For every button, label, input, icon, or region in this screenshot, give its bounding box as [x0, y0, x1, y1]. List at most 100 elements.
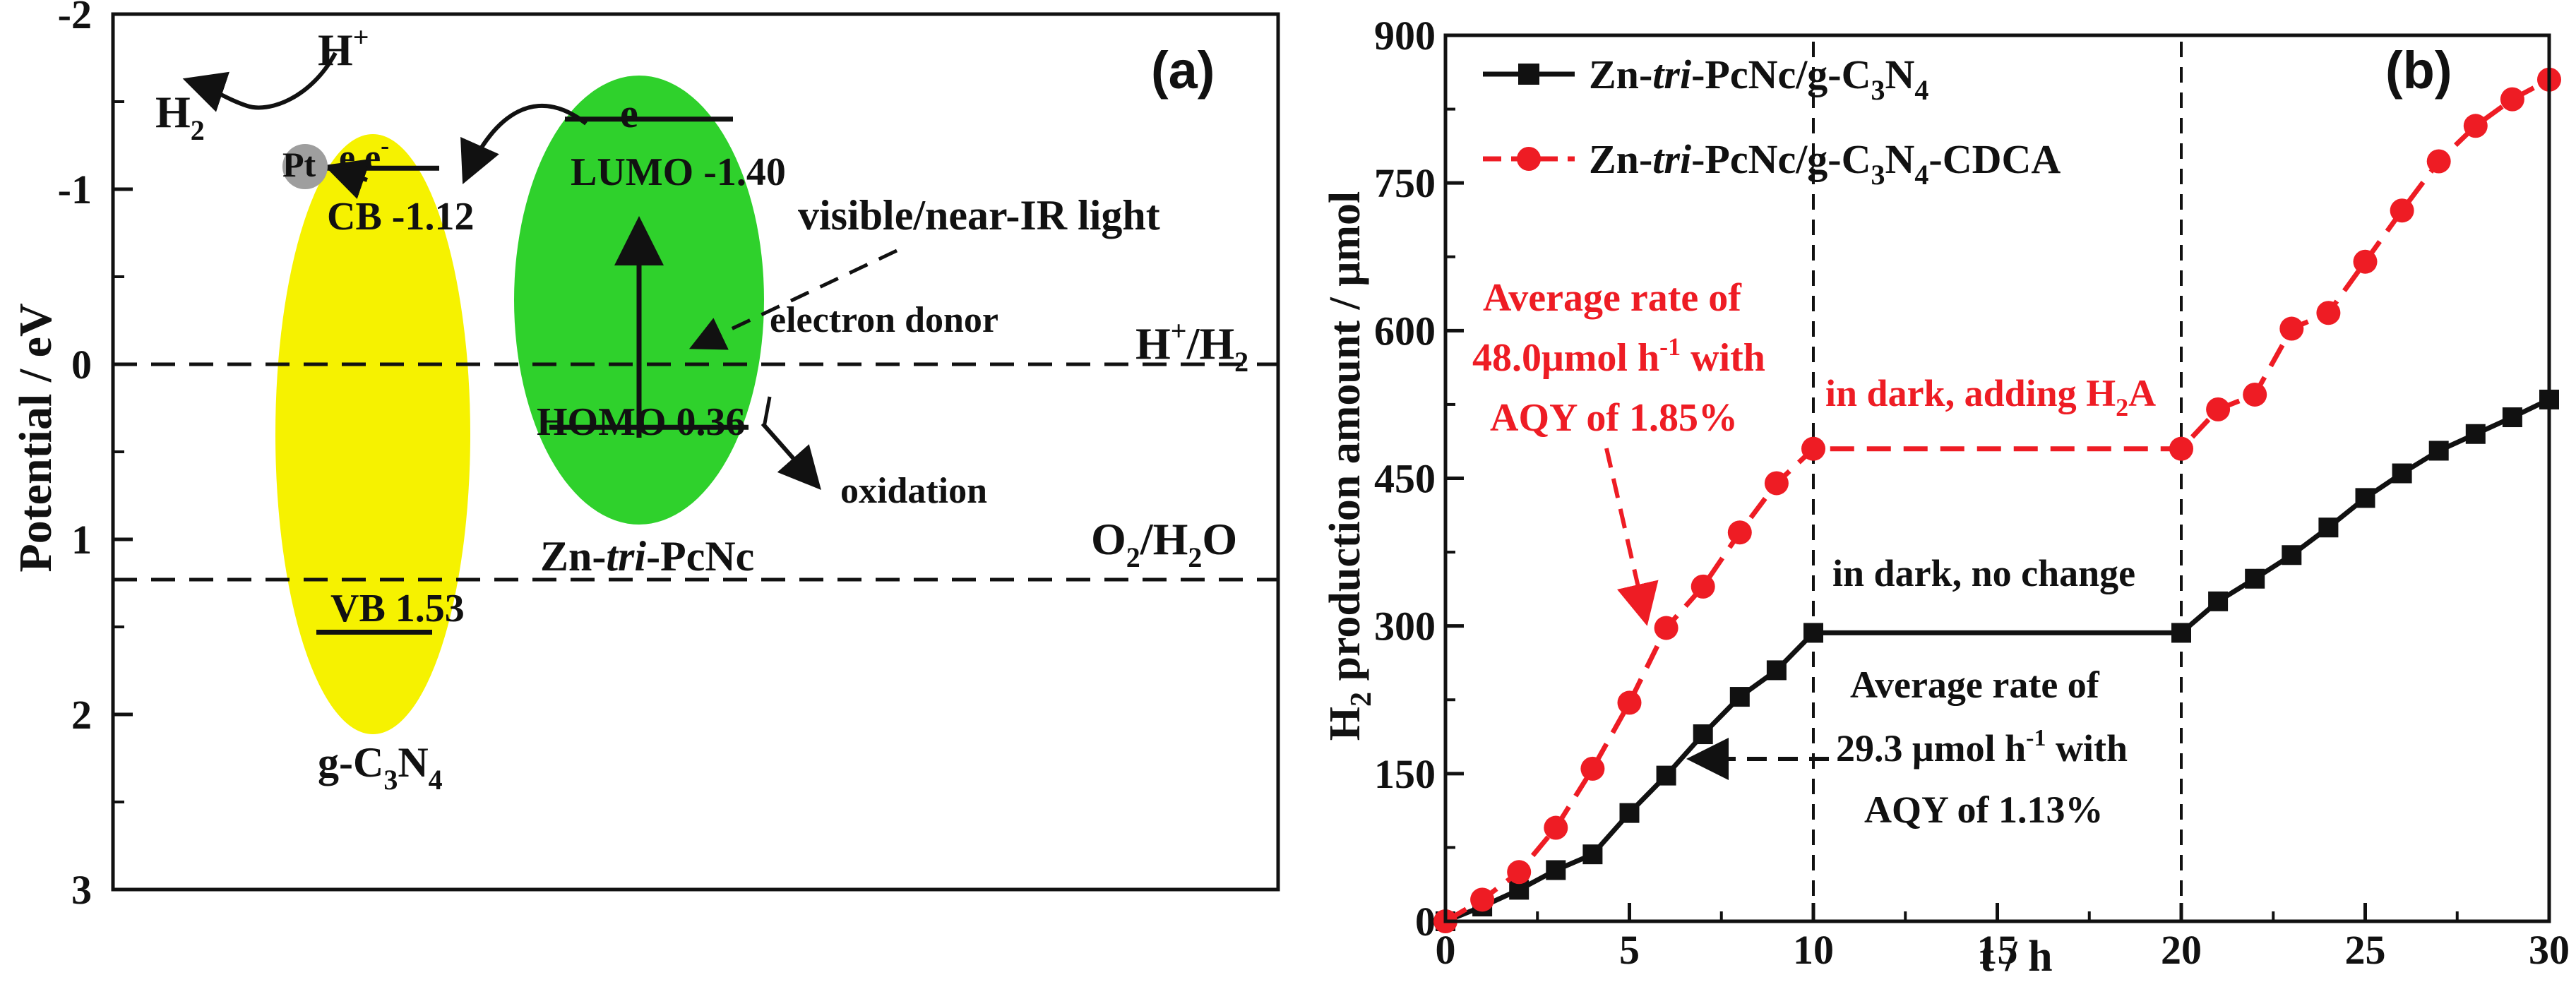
y-tick-label: 750: [1374, 160, 1436, 206]
panel-a-ytick-label: -1: [58, 167, 92, 212]
black-annotation-line2: 29.3 μmol h-1 with: [1836, 725, 2128, 770]
series-2-point: [2169, 436, 2193, 461]
red-annotation-line1: Average rate of: [1483, 276, 1742, 320]
legend-label-2: Zn-tri-PcNc/g-C3N4-CDCA: [1589, 136, 2061, 191]
series-2-point: [1544, 815, 1568, 840]
y-tick-label: 150: [1374, 751, 1436, 797]
x-tick-label: 10: [1793, 927, 1834, 973]
light-label: visible/near-IR light: [798, 192, 1160, 239]
legend-marker-1: [1518, 64, 1539, 85]
panel-a-frame: [111, 12, 1280, 892]
black-annotation-line1: Average rate of: [1850, 664, 2100, 706]
series-2-point: [1764, 471, 1789, 496]
series-1-point: [2318, 517, 2339, 538]
legend-label-1: Zn-tri-PcNc/g-C3N4: [1589, 52, 1928, 106]
panel-a-label: (a): [1151, 41, 1215, 100]
panel-a-ytick-label: 3: [71, 867, 92, 913]
panel-a-ytick-label: 0: [71, 342, 92, 388]
panel-b-ylabel: H2 production amount / μmol: [1321, 191, 1378, 741]
g-c3n4-band-ellipse: [275, 134, 470, 734]
panel-a-ylabel: Potential / eV: [10, 303, 61, 572]
x-tick-label: 30: [2529, 927, 2570, 973]
red-annotation-arrow: [1604, 448, 1659, 626]
red-annotation-line2: 48.0μmol h-1 with: [1472, 333, 1765, 380]
vb-label: VB 1.53: [330, 587, 465, 630]
legend: Zn-tri-PcNc/g-C3N4 Zn-tri-PcNc/g-C3N4-CD…: [1483, 52, 2061, 191]
dark-black-annotation: in dark, no change: [1832, 552, 2135, 594]
g-c3n4-label: g-C3N4: [318, 739, 443, 796]
cb-label: CB -1.12: [327, 195, 474, 239]
donor-tick: [762, 396, 772, 428]
series-1-point: [1803, 623, 1823, 643]
hplus-label: H+: [318, 21, 369, 75]
series-1-point: [2392, 463, 2412, 484]
panel-a: Potential / eV -2 -1 0 1 2 3 H+ H2 Pt: [10, 0, 1280, 913]
panel-b-series: [1433, 67, 2561, 933]
light-arrow: [688, 249, 898, 350]
panel-a-y-ticks: -2 -1 0 1 2 3: [58, 0, 133, 913]
series-1-point: [1729, 687, 1750, 707]
h2-evolution-arrow: [182, 52, 338, 112]
series-2-point: [1507, 860, 1532, 885]
series-1-point: [2208, 591, 2229, 611]
x-tick-label: 20: [2161, 927, 2202, 973]
h-plus-h2-label: H+/H2: [1135, 315, 1248, 378]
series-1-point: [1619, 803, 1640, 823]
y-tick-label: 600: [1374, 308, 1436, 354]
electron-lumo-label: e: [620, 90, 638, 136]
panel-a-ytick-label: -2: [58, 0, 92, 37]
dark-red-annotation: in dark, adding H2A: [1825, 372, 2156, 421]
series-2-point: [1470, 887, 1495, 912]
y-tick-label: 300: [1374, 604, 1436, 649]
panel-b-dashed-vlines: [1812, 35, 2183, 921]
zn-tri-pcnc-label: Zn-tri-PcNc: [540, 533, 754, 580]
x-tick-label: 15: [1977, 927, 2018, 973]
pt-arrow: [323, 159, 371, 199]
series-2-point: [2206, 397, 2231, 421]
series-2-point: [2353, 249, 2378, 274]
series-2-point: [1617, 690, 1642, 715]
electrons-cb-label: e e-: [339, 131, 389, 178]
series-1-point: [1693, 724, 1713, 745]
y-tick-label: 0: [1415, 899, 1436, 945]
series-2-point: [2243, 382, 2267, 407]
x-tick-label: 0: [1436, 927, 1456, 973]
y-tick-label: 450: [1374, 456, 1436, 502]
black-annotation-line3: AQY of 1.13%: [1864, 789, 2103, 831]
series-line-1: [1444, 397, 2551, 924]
x-tick-label: 5: [1619, 927, 1640, 973]
panel-b: H2 production amount / μmol t / h 0 5 10 15…: [1321, 13, 2570, 981]
oxidation-label: oxidation: [840, 471, 987, 511]
series-1-point: [2245, 568, 2265, 589]
panel-a-ytick-label: 1: [71, 517, 92, 563]
series-2-point: [2316, 301, 2341, 325]
series-2-point: [1690, 574, 1715, 599]
x-tick-label: 25: [2345, 927, 2386, 973]
legend-marker-2: [1517, 147, 1541, 171]
panel-b-frame: [1443, 33, 2551, 923]
series-1-point: [1766, 660, 1787, 681]
pt-particle: [282, 144, 328, 189]
panel-b-label: (b): [2385, 41, 2452, 100]
series-2-point: [2426, 149, 2451, 174]
series-1-point: [1582, 844, 1603, 865]
series-1-point: [1546, 860, 1566, 880]
panel-a-ytick-label: 2: [71, 692, 92, 738]
series-2-point: [1801, 436, 1825, 461]
red-annotation-line3: AQY of 1.85%: [1490, 396, 1738, 440]
series-2-point: [1727, 520, 1752, 545]
series-2-point: [1654, 616, 1678, 640]
pt-label: Pt: [282, 145, 316, 184]
series-2-point: [2390, 198, 2414, 223]
panel-b-y-axis-label: H2 production amount / μmol: [1321, 191, 1378, 741]
electron-transfer-arrow: [460, 103, 588, 184]
series-1-point: [2171, 623, 2191, 643]
series-2-point: [2500, 87, 2524, 112]
series-1-point: [2282, 545, 2302, 565]
series-2-point: [2463, 114, 2488, 138]
y-tick-label: 900: [1374, 13, 1436, 59]
h2-label: H2: [155, 87, 205, 146]
panel-a-y-axis-label: Potential / eV: [10, 303, 61, 572]
series-1-point: [2502, 407, 2522, 428]
